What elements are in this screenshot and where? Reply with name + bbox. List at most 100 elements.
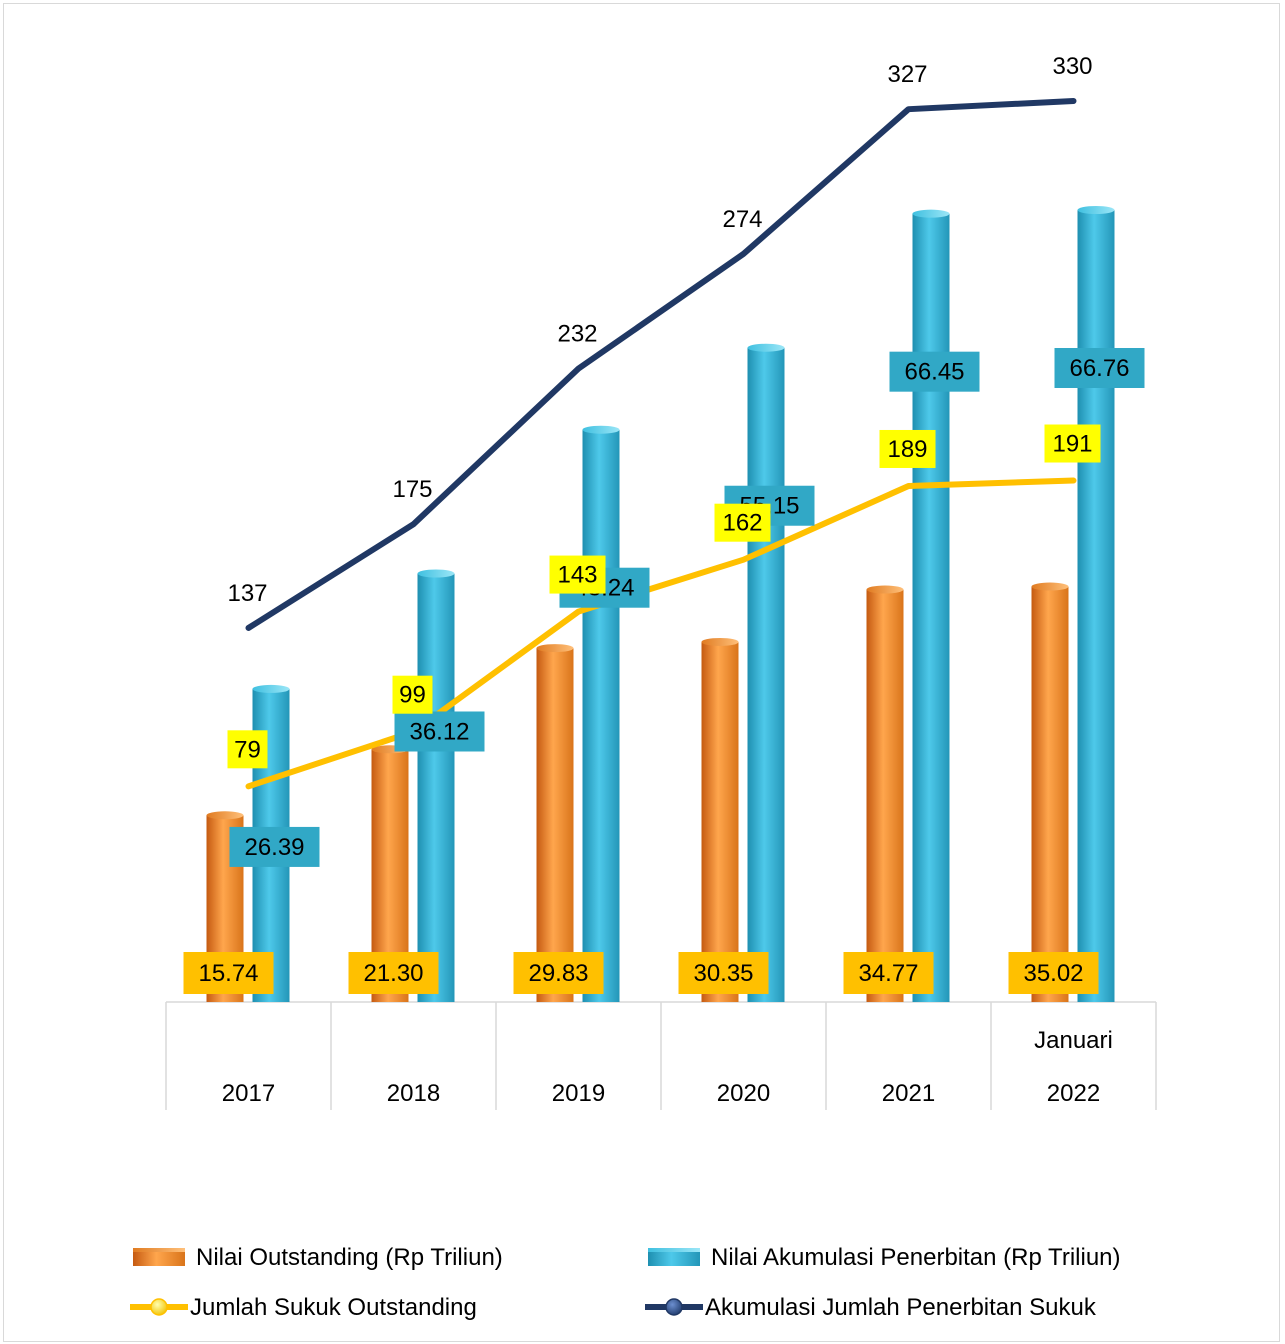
- data-label-outstanding-box: [843, 952, 934, 994]
- x-tick-label: 2020: [717, 1080, 770, 1107]
- bar-akumulasi-cap: [912, 209, 950, 218]
- data-label-outstanding: 35.02: [1008, 952, 1099, 994]
- bar-outstanding-cap: [701, 637, 739, 646]
- legend-akumulasi-jumlah-marker: [665, 1298, 683, 1316]
- data-label-outstanding-text: 35.02: [1023, 960, 1083, 987]
- data-label-akumulasi-box: [394, 711, 485, 752]
- bar-akumulasi-body: [1077, 210, 1115, 1002]
- legend-outstanding: Nilai Outstanding (Rp Triliun): [133, 1244, 503, 1271]
- x-tick-label: 2017: [222, 1080, 275, 1107]
- x-tick-label: 2022: [1047, 1080, 1100, 1107]
- legend-akumulasi-jumlah-label: Akumulasi Jumlah Penerbitan Sukuk: [705, 1294, 1097, 1321]
- data-label-jumlah: 162: [714, 503, 771, 542]
- data-label-jumlah-text: 99: [399, 682, 426, 709]
- bar-akumulasi-cap: [1077, 206, 1115, 214]
- data-label-jumlah-box: [227, 730, 268, 769]
- bar-outstanding: [701, 637, 739, 1002]
- data-label-jumlah-box: [1044, 424, 1101, 463]
- data-label-akumulasi-jumlah: 274: [722, 206, 762, 233]
- data-label-akumulasi-jumlah: 137: [227, 580, 267, 607]
- data-label-outstanding-box: [1008, 952, 1099, 994]
- data-label-outstanding-box: [678, 952, 769, 994]
- bar-outstanding-cap: [206, 811, 244, 820]
- lines: [245, 98, 1077, 790]
- data-label-akumulasi: 26.39: [229, 826, 320, 867]
- data-label-jumlah: 143: [549, 555, 606, 594]
- bar-akumulasi-cap: [417, 569, 455, 578]
- data-label-akumulasi: 66.76: [1054, 348, 1145, 388]
- data-label-akumulasi-box: [889, 351, 980, 392]
- data-label-outstanding: 34.77: [843, 952, 934, 994]
- data-label-outstanding: 29.83: [513, 952, 604, 994]
- bar-outstanding-cap: [536, 644, 574, 653]
- data-label-jumlah-text: 162: [722, 510, 762, 537]
- data-label-akumulasi: 66.45: [889, 351, 980, 392]
- legend-akumulasi: Nilai Akumulasi Penerbitan (Rp Triliun): [648, 1244, 1121, 1271]
- legend-jumlah-sukuk-label: Jumlah Sukuk Outstanding: [190, 1294, 477, 1321]
- data-label-outstanding-box: [513, 952, 604, 994]
- bar-outstanding-body: [1031, 586, 1069, 1002]
- data-label-akumulasi-box: [1054, 348, 1145, 388]
- data-label-akumulasi-jumlah: 232: [557, 321, 597, 348]
- data-label-jumlah-text: 191: [1052, 431, 1092, 458]
- data-label-outstanding: 30.35: [678, 952, 769, 994]
- legend-akumulasi-label: Nilai Akumulasi Penerbitan (Rp Triliun): [711, 1244, 1121, 1271]
- data-label-jumlah: 191: [1044, 424, 1101, 463]
- bar-akumulasi: [1077, 206, 1115, 1002]
- legend-outstanding-swatch: [133, 1250, 185, 1266]
- data-label-akumulasi-jumlah: 175: [392, 476, 432, 503]
- line-jumlah-sukuk: [245, 477, 1077, 790]
- bars: [206, 206, 1115, 1003]
- bar-akumulasi-body: [747, 347, 785, 1002]
- data-label-outstanding-text: 15.74: [198, 960, 258, 987]
- data-label-outstanding-text: 34.77: [858, 960, 918, 987]
- data-label-jumlah-text: 143: [557, 562, 597, 589]
- x-tick-label-line1: Januari: [1034, 1027, 1113, 1054]
- bar-outstanding-body: [536, 648, 574, 1002]
- data-label-outstanding-text: 29.83: [528, 960, 588, 987]
- data-label-jumlah-box: [392, 675, 433, 714]
- bar-outstanding: [536, 644, 574, 1002]
- data-label-outstanding-box: [183, 952, 274, 994]
- bar-outstanding-body: [701, 641, 739, 1002]
- data-label-outstanding-box: [348, 952, 439, 994]
- bar-akumulasi-cap: [582, 425, 620, 434]
- legend-jumlah-sukuk-marker: [150, 1298, 168, 1316]
- data-label-outstanding-text: 21.30: [363, 960, 423, 987]
- category-axis: 2017 2018 2019 2020 2021 Januari 2022: [165, 1001, 1157, 1110]
- legend-akumulasi-jumlah: Akumulasi Jumlah Penerbitan Sukuk: [645, 1294, 1097, 1321]
- bar-akumulasi-cap: [747, 343, 785, 352]
- data-label-outstanding: 15.74: [183, 952, 274, 994]
- line-akumulasi-jumlah: [245, 98, 1077, 631]
- bar-outstanding-body: [866, 589, 904, 1002]
- legend-jumlah-sukuk: Jumlah Sukuk Outstanding: [130, 1294, 477, 1321]
- data-label-jumlah-box: [714, 503, 771, 542]
- data-label-akumulasi-text: 66.76: [1069, 355, 1129, 382]
- data-label-jumlah: 79: [227, 730, 268, 769]
- bar-akumulasi-body: [417, 573, 455, 1002]
- data-label-akumulasi-text: 66.45: [904, 359, 964, 386]
- data-label-akumulasi: 36.12: [394, 711, 485, 752]
- data-label-jumlah-text: 189: [887, 436, 927, 463]
- bar-akumulasi: [747, 343, 785, 1002]
- data-label-jumlah-box: [879, 429, 936, 468]
- bar-outstanding-cap: [866, 585, 904, 594]
- bar-akumulasi-cap: [252, 684, 290, 693]
- x-tick-label: 2021: [882, 1080, 935, 1107]
- bar-outstanding: [1031, 582, 1069, 1002]
- data-label-jumlah-box: [549, 555, 606, 594]
- x-tick-label: 2019: [552, 1080, 605, 1107]
- data-label-jumlah-text: 79: [234, 736, 261, 763]
- data-label-akumulasi-text: 26.39: [244, 834, 304, 861]
- data-label-akumulasi-text: 36.12: [409, 718, 469, 745]
- legend-outstanding-label: Nilai Outstanding (Rp Triliun): [196, 1244, 503, 1271]
- data-label-jumlah: 189: [879, 429, 936, 468]
- x-tick-label: 2018: [387, 1080, 440, 1107]
- data-label-jumlah: 99: [392, 675, 433, 714]
- bar-akumulasi: [417, 569, 455, 1002]
- bar-outstanding-cap: [1031, 582, 1069, 591]
- bar-outstanding: [866, 585, 904, 1002]
- data-label-outstanding: 21.30: [348, 952, 439, 994]
- data-label-akumulasi-jumlah: 330: [1052, 53, 1092, 80]
